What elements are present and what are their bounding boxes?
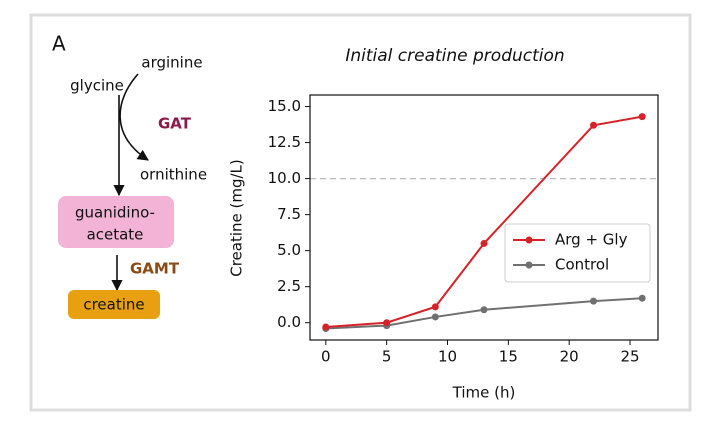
- x-tick-label: 10: [438, 348, 457, 366]
- intermediate-box: [58, 196, 174, 248]
- intermediate-label: acetate: [87, 226, 144, 244]
- y-tick-label: 12.5: [268, 133, 301, 151]
- data-point: [638, 294, 646, 302]
- product-box: [68, 290, 160, 319]
- data-point: [480, 306, 488, 314]
- data-point: [431, 313, 439, 321]
- enzyme-label: GAMT: [130, 260, 180, 278]
- x-tick-label: 0: [321, 348, 331, 366]
- legend-label: Control: [555, 256, 609, 274]
- data-point: [590, 297, 598, 305]
- y-tick-label: 5.0: [277, 241, 301, 259]
- y-tick-label: 0.0: [277, 313, 301, 331]
- y-axis-label: Creatine (mg/L): [228, 159, 246, 277]
- y-tick-label: 15.0: [268, 97, 301, 115]
- arrow: [119, 73, 149, 161]
- legend-swatch: [525, 261, 533, 269]
- data-point: [480, 239, 488, 247]
- y-tick-label: 2.5: [277, 277, 301, 295]
- substrate-label: glycine: [70, 77, 124, 95]
- legend-box: [504, 223, 651, 283]
- series-line: [325, 297, 643, 330]
- intermediate-label: guanidino-: [75, 204, 155, 222]
- data-point: [431, 303, 439, 311]
- data-point: [590, 121, 598, 129]
- data-point: [638, 113, 646, 121]
- x-tick-label: 20: [560, 348, 579, 366]
- y-tick-label: 10.0: [268, 169, 301, 187]
- x-tick-label: 25: [620, 348, 639, 366]
- legend-label: Arg + Gly: [555, 231, 628, 249]
- enzyme-label: GAT: [158, 115, 192, 133]
- product-label: creatine: [83, 296, 144, 314]
- x-tick-label: 15: [499, 348, 518, 366]
- panel-label: A: [52, 32, 66, 56]
- chart-title: Initial creatine production: [345, 46, 564, 66]
- y-tick-label: 7.5: [277, 205, 301, 223]
- x-axis-label: Time (h): [452, 384, 516, 402]
- plot-frame: [309, 94, 659, 341]
- byproduct-label: ornithine: [140, 166, 207, 184]
- series-line: [325, 115, 643, 329]
- substrate-label: arginine: [141, 54, 202, 72]
- data-point: [383, 319, 391, 327]
- x-tick-label: 5: [382, 348, 392, 366]
- data-point: [322, 323, 330, 331]
- legend-swatch: [525, 236, 533, 244]
